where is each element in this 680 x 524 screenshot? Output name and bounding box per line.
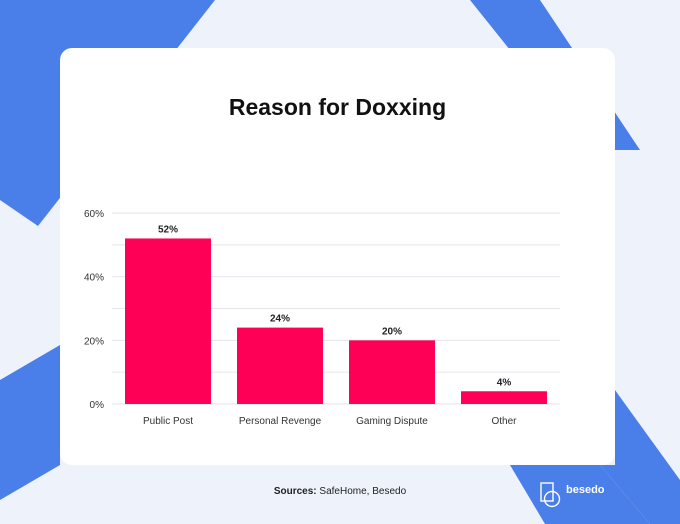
bar — [237, 327, 323, 404]
bar — [461, 391, 547, 404]
data-label: 4% — [497, 377, 512, 388]
x-tick-label: Public Post — [143, 416, 193, 427]
x-tick-label: Gaming Dispute — [356, 416, 428, 427]
y-tick-label: 0% — [90, 400, 105, 411]
sources-note: Sources: SafeHome, Besedo — [0, 486, 680, 497]
bg-shape-right — [600, 390, 680, 524]
data-label: 52% — [158, 224, 178, 235]
bg-shape-bottom-left — [0, 345, 60, 500]
bar — [125, 238, 211, 404]
sources-text: SafeHome, Besedo — [316, 486, 407, 497]
x-tick-label: Other — [491, 416, 517, 427]
data-label: 20% — [382, 326, 402, 337]
bg-shape-bottom-right — [510, 465, 650, 524]
sources-label: Sources: — [273, 486, 317, 497]
data-label: 24% — [270, 314, 290, 325]
x-tick-label: Personal Revenge — [239, 416, 322, 427]
besedo-logo-text: besedo — [566, 484, 605, 496]
y-tick-label: 60% — [84, 209, 104, 220]
y-tick-label: 20% — [84, 336, 104, 347]
bar — [349, 340, 435, 404]
y-tick-label: 40% — [84, 273, 104, 284]
besedo-logo-icon — [540, 482, 561, 508]
chart-title: Reason for Doxxing — [228, 94, 447, 120]
besedo-logo: besedo — [540, 482, 605, 508]
